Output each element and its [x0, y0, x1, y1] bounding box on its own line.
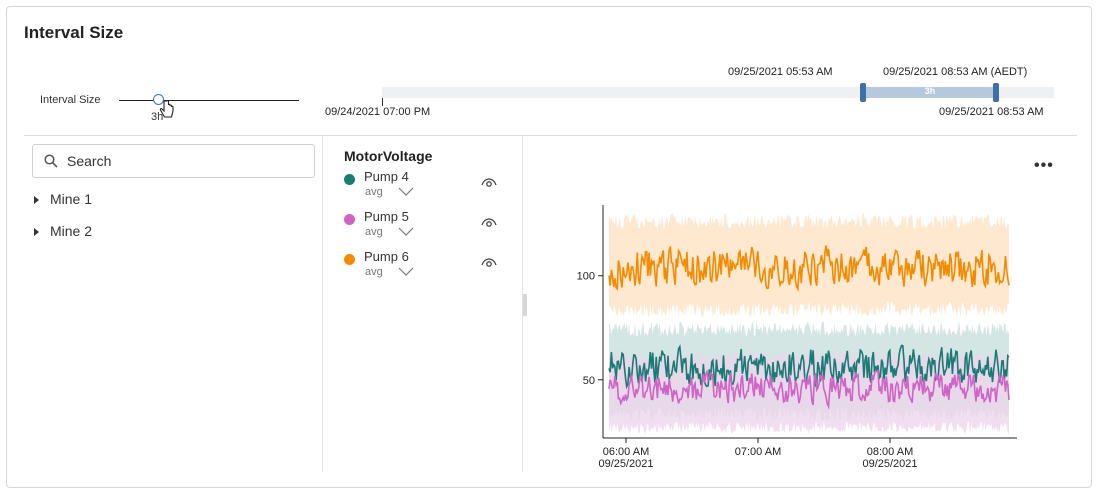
range-end-handle[interactable]: [993, 83, 999, 102]
aggregate-select[interactable]: avg: [365, 226, 383, 238]
search-icon: [44, 154, 58, 173]
interval-size-slider-thumb[interactable]: [153, 94, 164, 105]
legend-item-pump-4[interactable]: Pump 4 avg: [344, 169, 504, 207]
timeline-start-tick: [382, 98, 383, 106]
x-tick-date-label: 09/25/2021: [598, 458, 653, 470]
series-name[interactable]: Pump 4: [364, 169, 409, 184]
tree-item-label: Mine 1: [50, 191, 93, 207]
legend-title: MotorVoltage: [344, 148, 433, 164]
tree-item-mine-1[interactable]: Mine 1: [34, 191, 92, 207]
header-divider: [24, 135, 1077, 136]
tree-divider: [322, 136, 323, 472]
interval-size-label: Interval Size: [40, 94, 101, 106]
interval-size-value: 3h: [151, 111, 164, 123]
series-line-pump-5: [608, 369, 1010, 410]
more-options-button[interactable]: •••: [1034, 157, 1054, 174]
x-tick-label: 08:00 AM: [867, 446, 913, 458]
hand-cursor-icon: [159, 99, 175, 123]
interval-size-panel: Interval Size Interval Size 3h 09/25/202…: [6, 6, 1092, 488]
series-line-pump-4: [608, 344, 1010, 390]
aggregate-select[interactable]: avg: [365, 266, 383, 278]
eye-icon[interactable]: [480, 215, 498, 233]
series-color-dot: [344, 214, 355, 225]
x-tick-label: 06:00 AM: [603, 446, 649, 458]
legend-divider: [522, 136, 523, 472]
series-color-dot: [344, 174, 355, 185]
caret-right-icon[interactable]: [34, 196, 39, 205]
x-tick-date-label: 09/25/2021: [862, 458, 917, 470]
y-tick-label: 100: [577, 271, 595, 283]
series-name[interactable]: Pump 5: [364, 209, 409, 224]
eye-icon[interactable]: [480, 255, 498, 273]
interval-size-slider-track[interactable]: [119, 100, 299, 101]
series-name[interactable]: Pump 6: [364, 249, 409, 264]
legend-item-pump-5[interactable]: Pump 5 avg: [344, 209, 504, 247]
range-end-label: 09/25/2021 08:53 AM (AEDT): [883, 66, 1028, 78]
y-tick-label: 50: [583, 375, 595, 387]
timeline-axis-start: 09/24/2021 07:00 PM: [325, 106, 431, 118]
series-line-pump-6: [608, 245, 1010, 293]
series-band-pump-6: [609, 213, 1009, 318]
range-start-handle[interactable]: [860, 83, 866, 102]
range-start-label: 09/25/2021 05:53 AM: [728, 66, 833, 78]
eye-icon[interactable]: [480, 175, 498, 193]
chevron-down-icon[interactable]: [398, 184, 414, 202]
panel-title: Interval Size: [24, 23, 124, 42]
timeline-axis-end: 09/25/2021 08:53 AM: [939, 106, 1044, 118]
timeline-selected-range[interactable]: [864, 87, 996, 98]
chevron-down-icon[interactable]: [398, 264, 414, 282]
x-tick-label: 07:00 AM: [735, 446, 781, 458]
tree-item-label: Mine 2: [50, 223, 93, 239]
timeline-track[interactable]: [382, 87, 1054, 98]
timeline-range-duration: 3h: [924, 86, 936, 96]
pane-resize-handle[interactable]: [523, 294, 527, 316]
tree-item-mine-2[interactable]: Mine 2: [34, 223, 92, 239]
caret-right-icon[interactable]: [34, 228, 39, 237]
aggregate-select[interactable]: avg: [365, 186, 383, 198]
chevron-down-icon[interactable]: [398, 224, 414, 242]
legend-item-pump-6[interactable]: Pump 6 avg: [344, 249, 504, 287]
series-color-dot: [344, 254, 355, 265]
search-box[interactable]: Search: [32, 144, 315, 178]
search-input[interactable]: Search: [67, 153, 112, 169]
